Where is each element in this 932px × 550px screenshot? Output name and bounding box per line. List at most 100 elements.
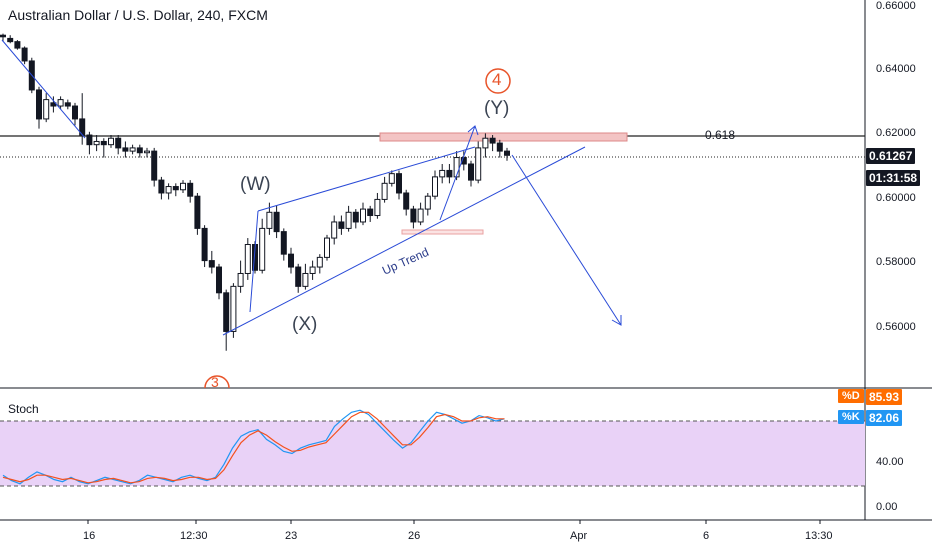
- candle[interactable]: [288, 253, 294, 268]
- candle[interactable]: [504, 150, 510, 156]
- candle[interactable]: [324, 237, 330, 258]
- candle[interactable]: [36, 89, 42, 120]
- wave-4-label[interactable]: 4: [492, 70, 502, 89]
- candle[interactable]: [316, 256, 323, 268]
- candle[interactable]: [295, 266, 302, 287]
- candle[interactable]: [108, 137, 114, 146]
- candle[interactable]: [374, 198, 381, 217]
- candle[interactable]: [165, 186, 172, 194]
- candle[interactable]: [417, 208, 424, 223]
- time-tick: 6: [703, 530, 710, 542]
- candles-group: [0, 33, 510, 351]
- stoch-title: Stoch: [8, 402, 39, 416]
- candle[interactable]: [64, 102, 71, 107]
- candle[interactable]: [410, 208, 417, 223]
- candle[interactable]: [187, 182, 194, 197]
- candle[interactable]: [144, 150, 150, 154]
- candle[interactable]: [194, 195, 201, 229]
- candle[interactable]: [453, 157, 460, 178]
- candle[interactable]: [403, 192, 410, 210]
- candle[interactable]: [50, 102, 57, 107]
- price-tick: 0.66000: [876, 0, 916, 12]
- candle[interactable]: [57, 99, 64, 107]
- stoch-tick: 40.00: [876, 456, 904, 468]
- projection-down-line[interactable]: [511, 154, 622, 326]
- projection-down-arrowhead: [611, 315, 622, 326]
- wedge-left-line[interactable]: [249, 210, 259, 313]
- candle[interactable]: [237, 272, 244, 287]
- candle[interactable]: [7, 37, 14, 43]
- wave-4-circle[interactable]: [485, 68, 511, 94]
- wave-3-circle[interactable]: [204, 375, 230, 389]
- candle[interactable]: [360, 208, 366, 223]
- candle[interactable]: [136, 147, 143, 154]
- wave-x-label[interactable]: (X): [292, 314, 318, 335]
- candle[interactable]: [273, 211, 280, 233]
- wave-3-label[interactable]: 3: [211, 374, 219, 387]
- stoch-k-value: 82.06: [866, 410, 903, 426]
- candle[interactable]: [180, 182, 186, 191]
- time-tick: 12:30: [180, 530, 208, 542]
- candle[interactable]: [266, 211, 273, 229]
- wave-y-label[interactable]: (Y): [484, 98, 510, 119]
- candle[interactable]: [14, 41, 21, 49]
- candle[interactable]: [496, 142, 503, 152]
- candle[interactable]: [309, 266, 316, 274]
- candle[interactable]: [122, 147, 129, 152]
- candle[interactable]: [129, 147, 136, 152]
- candle[interactable]: [86, 134, 93, 146]
- candle[interactable]: [446, 169, 453, 178]
- stoch-d-line: [2, 411, 505, 484]
- wave-w-label[interactable]: (W): [240, 174, 271, 195]
- candle[interactable]: [172, 186, 179, 191]
- price-tick: 0.62000: [876, 127, 916, 139]
- candle[interactable]: [158, 179, 165, 194]
- candle[interactable]: [388, 173, 395, 184]
- candle[interactable]: [151, 150, 158, 181]
- candle[interactable]: [352, 211, 359, 223]
- support-zone[interactable]: [401, 229, 484, 235]
- candle[interactable]: [439, 169, 446, 178]
- fib-label: 0.618: [705, 128, 736, 142]
- candle[interactable]: [468, 163, 474, 181]
- impulse-up-line[interactable]: [439, 125, 476, 221]
- candle[interactable]: [100, 140, 107, 146]
- stoch-tick: 0.00: [876, 501, 898, 513]
- candle[interactable]: [201, 227, 208, 262]
- candle[interactable]: [432, 176, 438, 197]
- time-tick: 26: [408, 530, 421, 542]
- candle[interactable]: [0, 34, 6, 38]
- candle[interactable]: [259, 227, 266, 271]
- candle[interactable]: [115, 137, 122, 149]
- candle[interactable]: [280, 231, 287, 255]
- wedge-upper-line[interactable]: [257, 146, 476, 212]
- candle[interactable]: [460, 157, 467, 165]
- candle[interactable]: [331, 221, 338, 239]
- resistance-zone[interactable]: [379, 132, 628, 142]
- impulse-up-arrowhead: [467, 125, 479, 136]
- candle[interactable]: [93, 140, 100, 146]
- candle[interactable]: [43, 99, 50, 120]
- candle[interactable]: [302, 272, 309, 287]
- candle[interactable]: [475, 147, 482, 181]
- candle[interactable]: [396, 173, 402, 194]
- candle[interactable]: [72, 105, 78, 120]
- candle[interactable]: [424, 195, 431, 210]
- candle[interactable]: [489, 137, 496, 144]
- time-tick: 23: [285, 530, 298, 542]
- candle[interactable]: [482, 137, 489, 149]
- candle[interactable]: [21, 47, 28, 62]
- candle[interactable]: [338, 221, 345, 229]
- candle[interactable]: [244, 244, 251, 274]
- candle[interactable]: [216, 266, 222, 294]
- downtrend-line[interactable]: [1, 39, 86, 139]
- candle[interactable]: [208, 260, 215, 268]
- time-axis-ticks: [87, 520, 821, 524]
- candle[interactable]: [230, 285, 237, 332]
- wedge-lower-line[interactable]: [222, 146, 586, 336]
- candle[interactable]: [223, 292, 230, 332]
- candle[interactable]: [367, 208, 374, 217]
- candle[interactable]: [345, 211, 352, 229]
- candle[interactable]: [381, 182, 388, 200]
